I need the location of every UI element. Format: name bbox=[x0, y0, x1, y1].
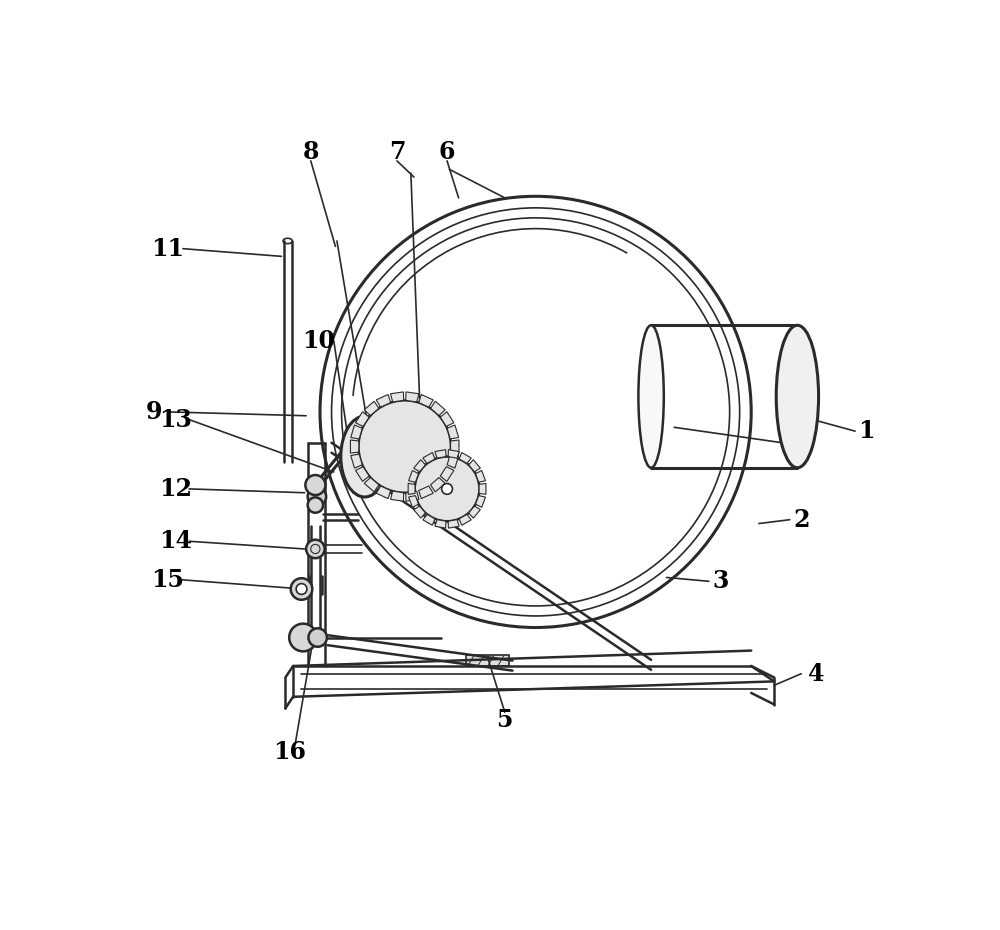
Polygon shape bbox=[408, 484, 415, 495]
Polygon shape bbox=[431, 401, 445, 416]
Text: 4: 4 bbox=[808, 662, 825, 685]
Polygon shape bbox=[476, 496, 485, 508]
Polygon shape bbox=[406, 491, 419, 501]
Text: 14: 14 bbox=[159, 529, 192, 553]
Polygon shape bbox=[351, 454, 362, 468]
Text: 10: 10 bbox=[302, 329, 335, 353]
Text: 11: 11 bbox=[151, 236, 184, 260]
Circle shape bbox=[308, 629, 327, 646]
Ellipse shape bbox=[776, 326, 819, 468]
Polygon shape bbox=[423, 453, 435, 463]
Polygon shape bbox=[409, 496, 419, 508]
Polygon shape bbox=[406, 392, 419, 402]
Circle shape bbox=[289, 624, 317, 651]
Bar bbox=[466, 656, 509, 666]
Polygon shape bbox=[364, 401, 379, 416]
Text: 16: 16 bbox=[273, 740, 306, 764]
Polygon shape bbox=[447, 425, 459, 439]
Polygon shape bbox=[390, 491, 404, 501]
Circle shape bbox=[296, 584, 307, 594]
Circle shape bbox=[308, 487, 326, 506]
Polygon shape bbox=[479, 484, 486, 495]
Text: 15: 15 bbox=[151, 567, 184, 591]
Polygon shape bbox=[440, 467, 454, 482]
Polygon shape bbox=[350, 440, 359, 453]
Text: 5: 5 bbox=[497, 708, 513, 732]
Text: 3: 3 bbox=[712, 569, 729, 593]
Ellipse shape bbox=[638, 326, 664, 468]
Polygon shape bbox=[409, 471, 419, 482]
Polygon shape bbox=[469, 459, 480, 472]
Polygon shape bbox=[448, 520, 459, 528]
Polygon shape bbox=[440, 412, 454, 426]
Polygon shape bbox=[376, 486, 391, 498]
Polygon shape bbox=[435, 449, 446, 458]
Polygon shape bbox=[423, 514, 435, 525]
Polygon shape bbox=[414, 459, 425, 472]
Text: 12: 12 bbox=[159, 477, 192, 501]
Circle shape bbox=[415, 457, 479, 521]
Polygon shape bbox=[447, 454, 459, 468]
Text: 13: 13 bbox=[159, 407, 192, 432]
Circle shape bbox=[358, 400, 451, 493]
Polygon shape bbox=[459, 453, 471, 463]
Circle shape bbox=[442, 484, 452, 494]
Text: 7: 7 bbox=[389, 140, 405, 164]
Circle shape bbox=[291, 578, 312, 600]
Polygon shape bbox=[431, 478, 445, 492]
Polygon shape bbox=[419, 394, 433, 407]
Polygon shape bbox=[376, 394, 391, 407]
Polygon shape bbox=[435, 520, 446, 528]
Text: 9: 9 bbox=[146, 400, 163, 424]
Text: 1: 1 bbox=[858, 419, 875, 444]
Circle shape bbox=[308, 498, 323, 512]
Polygon shape bbox=[414, 506, 425, 518]
Polygon shape bbox=[390, 392, 404, 402]
Polygon shape bbox=[364, 478, 379, 492]
Ellipse shape bbox=[283, 238, 292, 244]
Text: 6: 6 bbox=[439, 140, 455, 164]
Polygon shape bbox=[351, 425, 362, 439]
Ellipse shape bbox=[341, 416, 389, 497]
Polygon shape bbox=[356, 467, 369, 482]
Polygon shape bbox=[469, 506, 480, 518]
Polygon shape bbox=[356, 412, 369, 426]
Text: 8: 8 bbox=[303, 140, 319, 164]
Polygon shape bbox=[451, 440, 459, 453]
Polygon shape bbox=[448, 449, 459, 458]
Polygon shape bbox=[459, 514, 471, 525]
Circle shape bbox=[306, 539, 325, 558]
Circle shape bbox=[305, 475, 325, 495]
Text: 2: 2 bbox=[793, 508, 810, 532]
Polygon shape bbox=[476, 471, 485, 482]
Polygon shape bbox=[419, 486, 433, 498]
